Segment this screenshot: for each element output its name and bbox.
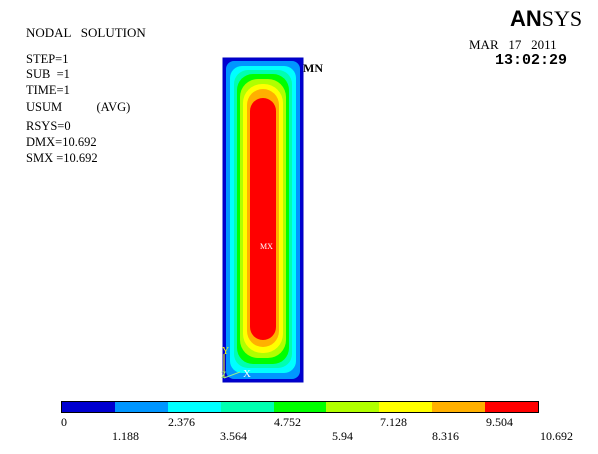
legend-label-0: 0 bbox=[61, 415, 67, 429]
info-time: TIME=1 bbox=[26, 83, 70, 97]
legend-label-3: 3.564 bbox=[220, 429, 247, 443]
info-usum: USUM (AVG) bbox=[26, 100, 131, 114]
min-marker: MN bbox=[303, 61, 323, 75]
legend-label-8: 9.504 bbox=[486, 415, 513, 429]
info-rsys: RSYS=0 bbox=[26, 119, 71, 133]
result-title: NODAL SOLUTION bbox=[26, 25, 146, 40]
date-label: MAR 17 2011 bbox=[469, 37, 557, 52]
legend-swatch-5 bbox=[326, 402, 380, 412]
legend-label-6: 7.128 bbox=[380, 415, 407, 429]
triad-x-axis bbox=[223, 371, 241, 379]
legend-bar bbox=[61, 401, 539, 413]
band-8 bbox=[250, 98, 276, 340]
info-dmx: DMX=10.692 bbox=[26, 135, 97, 149]
legend-label-1: 1.188 bbox=[112, 429, 139, 443]
legend-swatch-6 bbox=[379, 402, 433, 412]
legend-swatch-0 bbox=[62, 402, 115, 412]
legend-label-2: 2.376 bbox=[168, 415, 195, 429]
logo-bold-part: AN bbox=[510, 6, 542, 31]
legend-swatch-4 bbox=[273, 402, 327, 412]
triad-z-label: Z bbox=[221, 370, 227, 380]
max-marker: MX bbox=[260, 242, 273, 251]
legend-swatch-7 bbox=[432, 402, 486, 412]
legend-label-7: 8.316 bbox=[432, 429, 459, 443]
legend-label-9: 10.692 bbox=[540, 429, 573, 443]
triad-y-label: Y bbox=[222, 346, 230, 357]
legend-swatch-2 bbox=[167, 402, 221, 412]
legend-swatch-1 bbox=[114, 402, 168, 412]
info-smx: SMX =10.692 bbox=[26, 151, 98, 165]
time-label: 13:02:29 bbox=[495, 52, 568, 69]
legend-label-5: 5.94 bbox=[332, 429, 353, 443]
info-sub: SUB =1 bbox=[26, 67, 70, 81]
triad-x-label: X bbox=[243, 368, 251, 380]
legend-label-4: 4.752 bbox=[274, 415, 301, 429]
logo-rest-part: SYS bbox=[541, 6, 583, 31]
legend-swatch-3 bbox=[220, 402, 274, 412]
info-step: STEP=1 bbox=[26, 52, 69, 66]
legend-swatch-8 bbox=[485, 402, 539, 412]
ansys-logo: ANSYS bbox=[510, 6, 582, 32]
plate-outline bbox=[222, 57, 304, 383]
